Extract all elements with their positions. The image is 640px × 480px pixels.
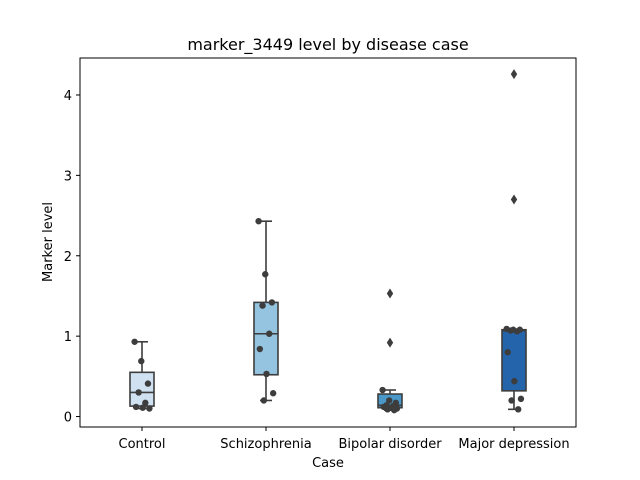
data-point: [139, 404, 146, 411]
y-axis-title: Marker level: [41, 202, 56, 282]
x-tick-label: Schizophrenia: [220, 437, 311, 452]
data-point: [132, 403, 140, 411]
data-point: [256, 345, 264, 353]
data-point: [379, 386, 386, 394]
data-point: [131, 338, 138, 345]
data-point: [144, 380, 152, 387]
x-tick-label: Major depression: [458, 437, 569, 452]
data-point: [517, 395, 525, 403]
y-tick-label: 3: [64, 169, 72, 184]
data-point: [507, 327, 514, 334]
data-point: [386, 397, 393, 404]
outlier-marker: [386, 337, 394, 348]
y-tick-label: 2: [64, 250, 72, 265]
outlier-marker: [386, 288, 394, 299]
data-point: [504, 349, 511, 356]
data-point: [384, 406, 391, 413]
data-point: [260, 397, 267, 404]
y-tick-label: 4: [64, 89, 72, 104]
data-point: [511, 377, 518, 385]
outlier-marker: [510, 194, 518, 205]
plot-area: [129, 69, 527, 414]
data-point: [268, 299, 276, 306]
data-point: [135, 389, 142, 396]
data-point: [259, 302, 266, 309]
x-tick-label: Bipolar disorder: [338, 437, 442, 452]
data-point: [508, 397, 515, 404]
data-point: [515, 406, 522, 413]
chart-title: marker_3449 level by disease case: [187, 35, 468, 55]
data-point: [269, 390, 277, 397]
data-point: [146, 405, 153, 412]
data-point: [391, 406, 398, 414]
data-point: [262, 271, 269, 278]
data-point: [255, 217, 262, 225]
data-point: [263, 370, 270, 378]
box-1: [253, 301, 279, 376]
data-point: [142, 399, 149, 407]
x-tick-label: Control: [119, 437, 166, 452]
y-tick-label: 1: [64, 330, 72, 345]
outlier-marker: [510, 69, 518, 80]
data-point: [266, 330, 273, 337]
box-0: [129, 371, 155, 407]
data-point: [513, 328, 521, 335]
y-tick-label: 0: [64, 411, 72, 426]
axes-frame: [79, 57, 577, 428]
x-axis-title: Case: [312, 456, 344, 471]
data-point: [138, 357, 145, 365]
